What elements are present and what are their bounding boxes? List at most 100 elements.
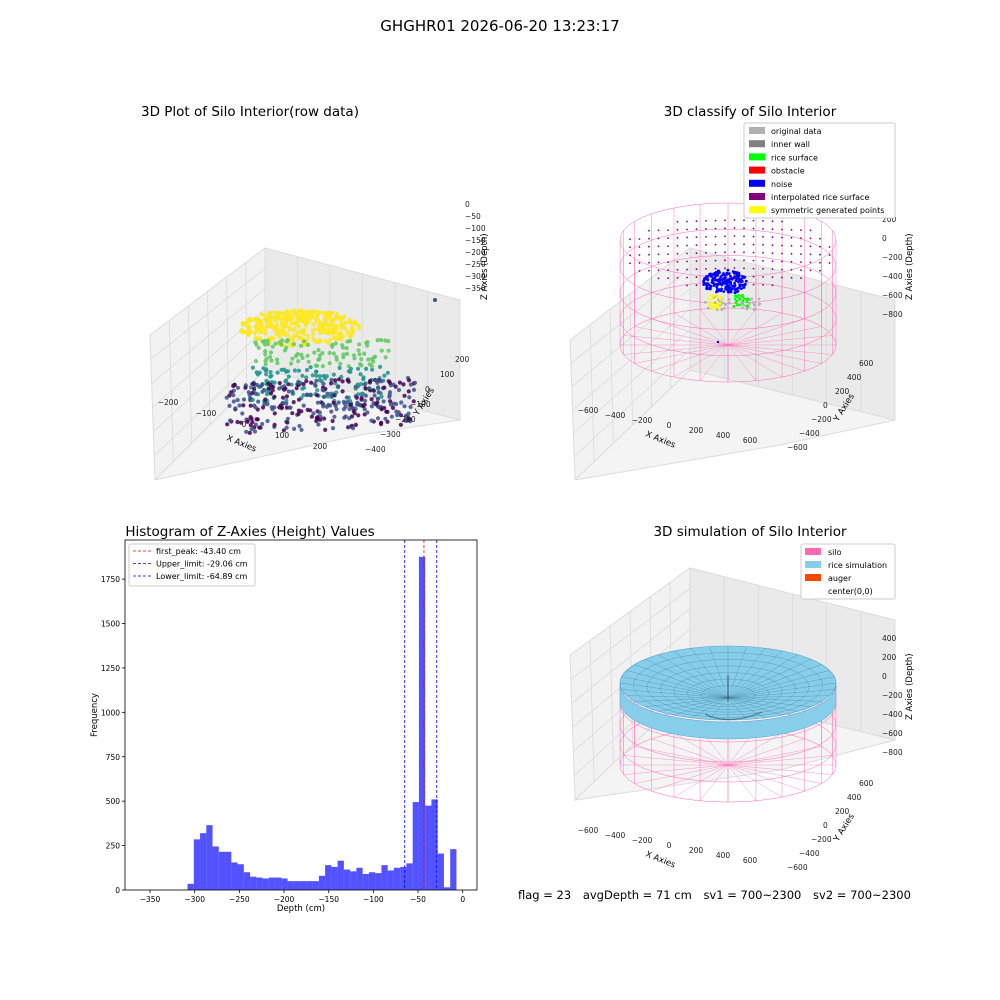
x-tick-label: −600	[578, 406, 599, 415]
rice-surface	[619, 645, 837, 740]
data-point	[272, 411, 277, 416]
histogram-bar	[325, 865, 332, 890]
data-point	[277, 335, 282, 340]
legend-swatch	[749, 179, 765, 187]
noise-point	[726, 288, 730, 292]
legend-label: symmetric generated points	[771, 206, 884, 215]
data-point	[336, 400, 341, 405]
data-point	[287, 325, 292, 330]
data-point	[296, 397, 302, 402]
data-point	[284, 425, 289, 430]
noise-point	[710, 280, 714, 284]
data-point	[315, 317, 320, 322]
interpolated-point	[714, 219, 717, 222]
data-point	[347, 320, 352, 325]
data-point	[329, 409, 334, 414]
data-point	[314, 378, 319, 383]
noise-point	[720, 287, 723, 291]
x-tick-label: 100	[275, 431, 290, 440]
data-point	[374, 378, 379, 383]
interpolated-point	[657, 229, 660, 232]
data-point	[258, 335, 263, 340]
interpolated-point	[771, 236, 774, 239]
inner-wall-point	[757, 297, 761, 301]
grid-line	[573, 349, 691, 457]
data-point	[356, 348, 361, 353]
data-point	[285, 338, 290, 343]
data-point	[332, 393, 337, 398]
classify-panel: 3D classify of Silo Interior −600 −400 −20…	[500, 100, 1000, 480]
noise-point	[716, 269, 720, 273]
data-point	[263, 358, 268, 364]
interpolated-point	[819, 269, 821, 272]
histogram-bar	[387, 870, 394, 890]
interpolated-point	[819, 245, 821, 248]
interpolated-point	[800, 277, 802, 279]
data-point	[364, 366, 369, 371]
data-point	[270, 344, 275, 349]
data-point	[331, 400, 336, 405]
histogram-bar	[262, 878, 269, 890]
rice-surface-point	[741, 293, 744, 297]
noise-point	[729, 274, 732, 278]
silo-spoke	[727, 312, 783, 346]
interpolated-point	[800, 245, 802, 248]
histogram-bar	[343, 869, 351, 890]
silo-spoke	[634, 764, 729, 784]
data-point	[277, 381, 282, 386]
inner-wall-point	[748, 302, 752, 305]
data-point	[359, 392, 364, 397]
histogram-bar	[237, 864, 244, 890]
noise-point	[715, 273, 718, 277]
rice-surface-point	[745, 304, 749, 307]
noise-point	[739, 287, 743, 291]
data-point	[280, 323, 285, 328]
x-tick-label: 0	[667, 841, 672, 850]
data-point	[245, 419, 250, 424]
histogram-bar	[300, 881, 307, 890]
data-point	[268, 370, 273, 375]
data-point	[231, 383, 236, 388]
data-point	[378, 337, 384, 343]
data-point	[402, 393, 407, 398]
noise-point	[730, 277, 734, 281]
data-point	[268, 350, 273, 355]
interpolated-point	[733, 267, 736, 269]
legend-swatch	[805, 561, 821, 568]
data-point	[332, 324, 337, 329]
interpolated-point	[733, 243, 736, 245]
floor-pane	[574, 369, 896, 480]
data-point	[255, 382, 260, 387]
data-point	[300, 330, 305, 335]
symmetric-point	[706, 297, 710, 300]
interpolated-point	[667, 253, 669, 256]
data-point	[364, 340, 369, 346]
data-point	[369, 397, 374, 402]
interpolated-point	[771, 284, 774, 287]
data-point	[385, 419, 390, 424]
data-point	[286, 389, 291, 394]
z-tick-label: 0	[882, 234, 887, 243]
z-tick-label: −300	[465, 272, 486, 281]
data-point	[274, 324, 279, 329]
interpolated-point	[752, 227, 755, 230]
interpolated-point	[762, 260, 764, 262]
interpolated-point	[809, 229, 812, 232]
interpolated-point	[667, 277, 669, 279]
data-point	[358, 372, 363, 377]
interpolated-point	[629, 262, 631, 265]
interpolated-point	[828, 246, 831, 248]
data-point	[304, 379, 309, 384]
data-point	[253, 335, 258, 340]
interpolated-point	[657, 277, 660, 280]
data-point	[314, 373, 319, 378]
interpolated-point	[743, 235, 745, 238]
interpolated-point	[762, 220, 764, 222]
mesh-line	[727, 697, 747, 720]
data-point	[350, 426, 356, 431]
x-tick-label: −300	[184, 895, 205, 904]
classified-points	[629, 219, 831, 344]
data-point	[399, 400, 404, 405]
interpolated-point	[733, 227, 736, 229]
noise-point	[726, 268, 730, 272]
